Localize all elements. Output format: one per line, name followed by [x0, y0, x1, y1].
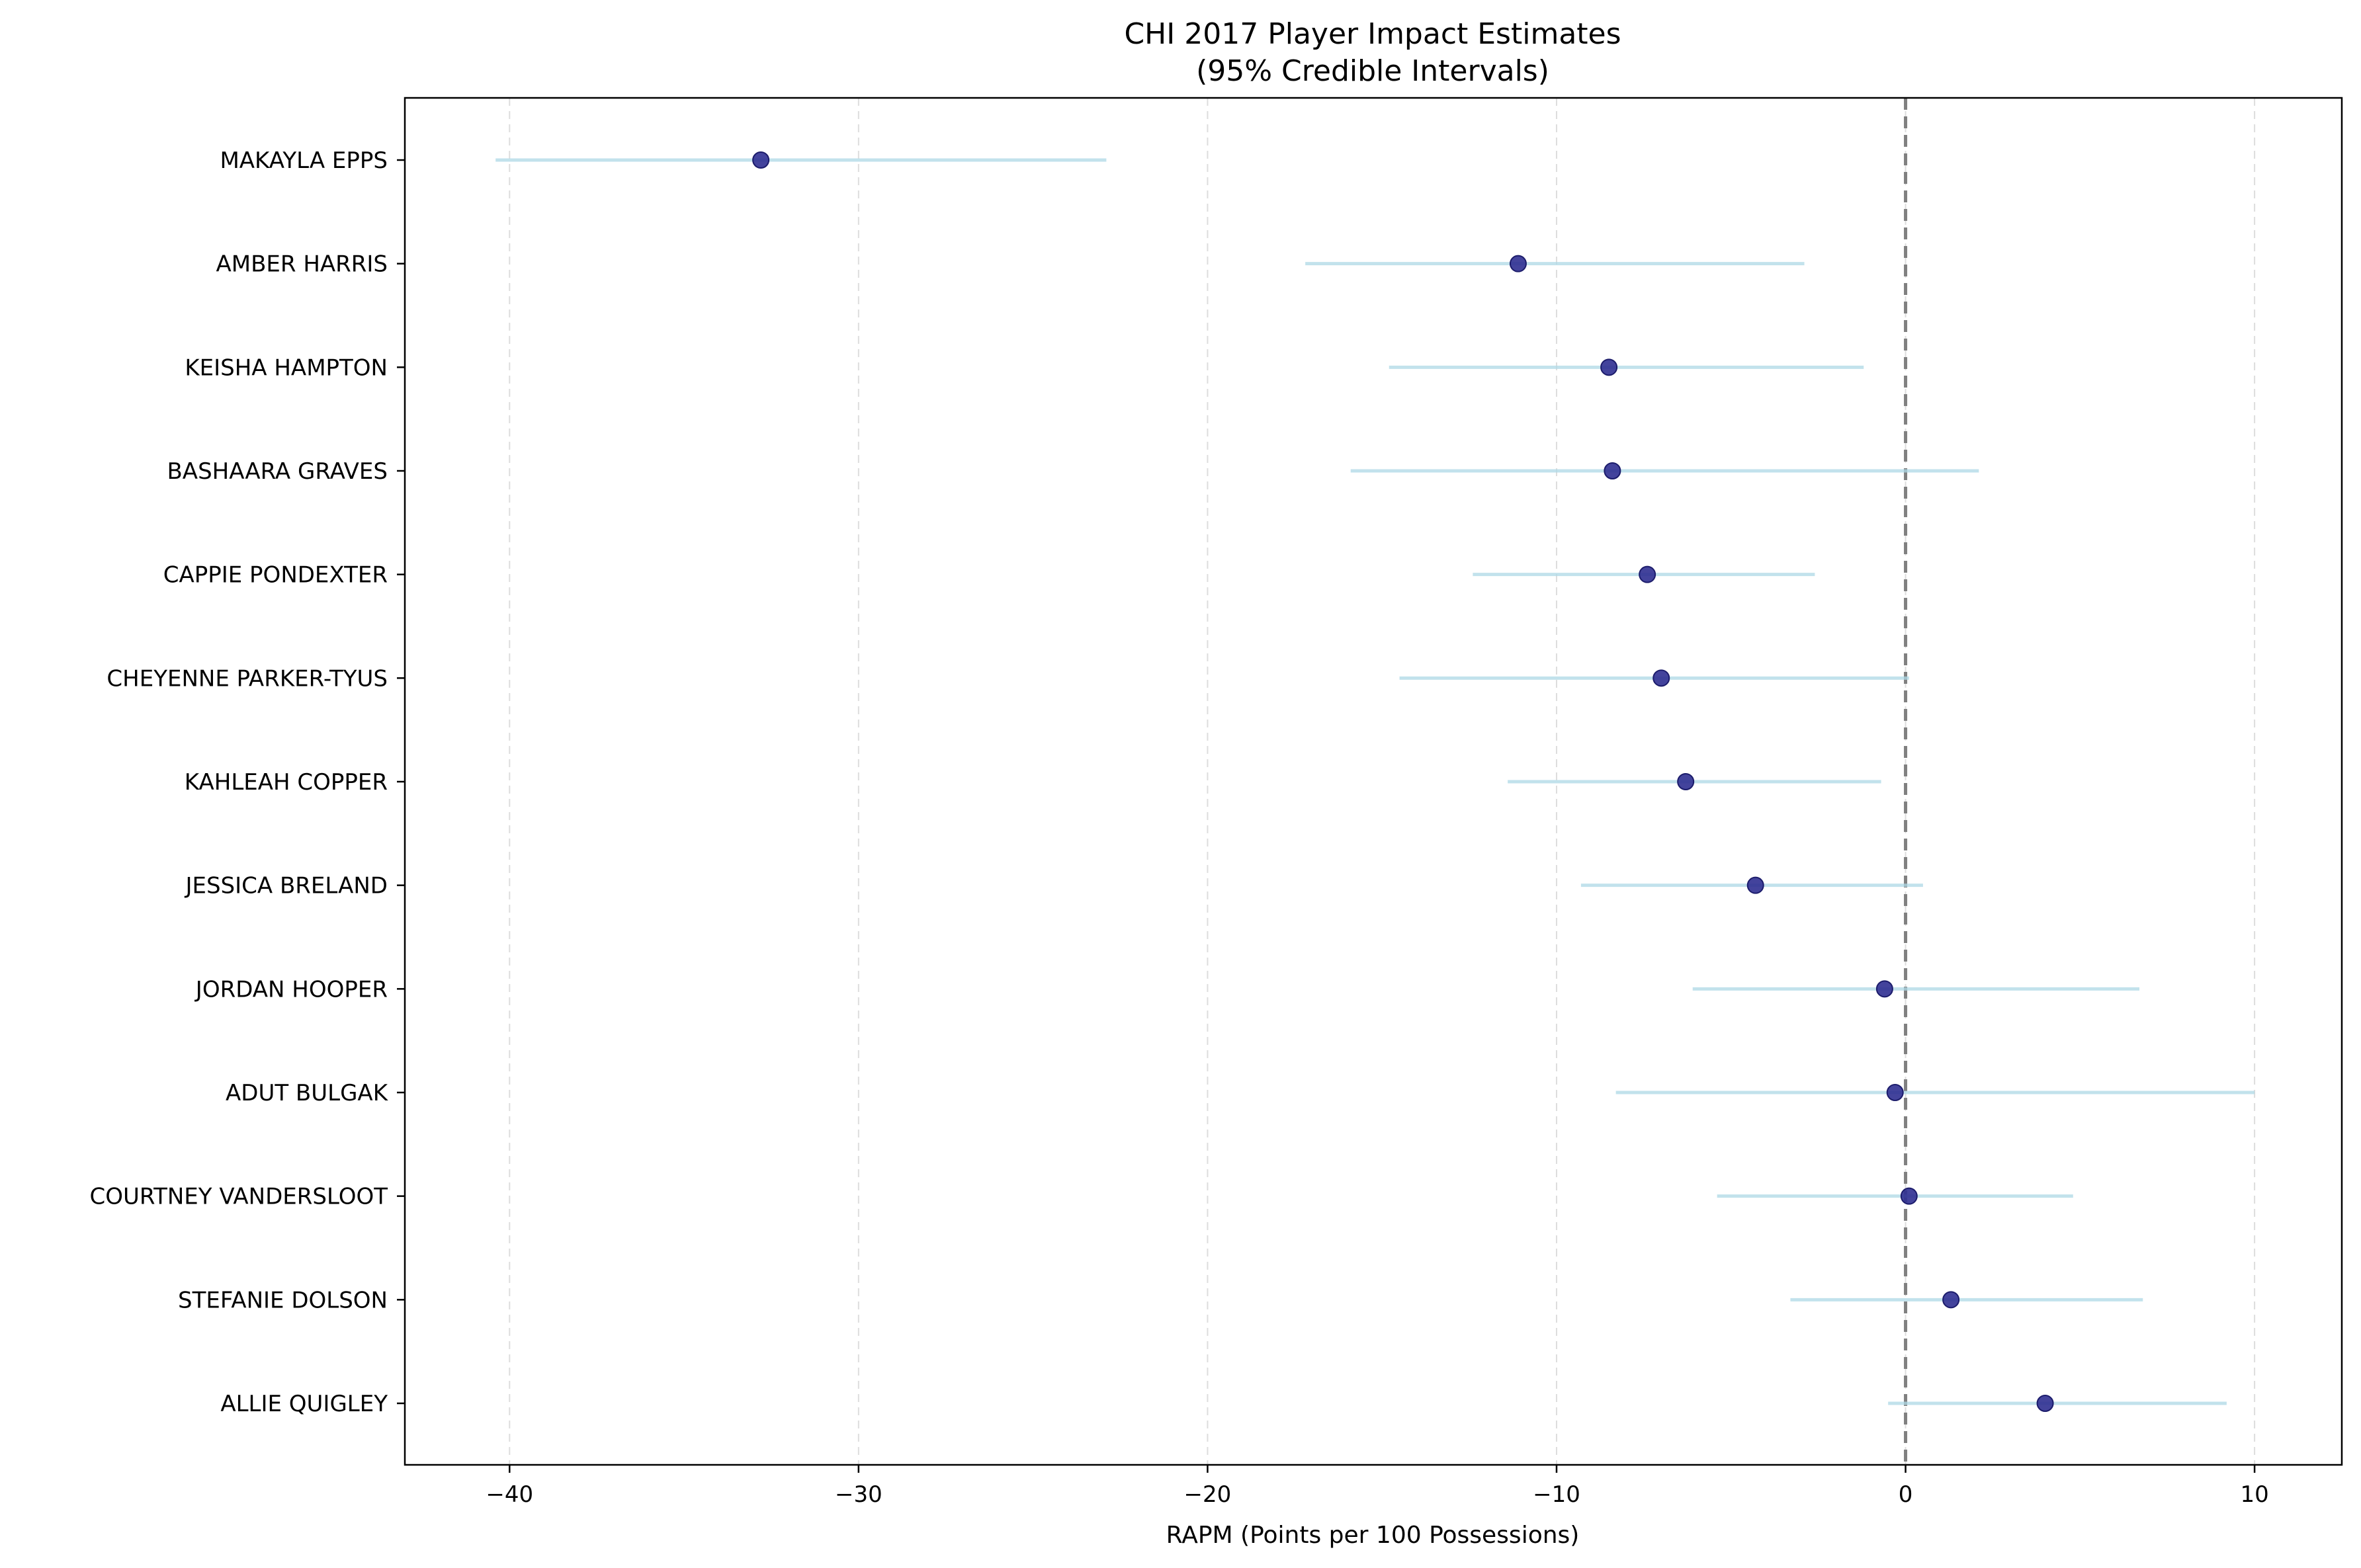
credible-intervals	[495, 158, 2255, 1405]
y-tick-label: CAPPIE PONDEXTER	[163, 562, 388, 589]
y-tick-label: COURTNEY VANDERSLOOT	[90, 1184, 388, 1210]
x-axis-title: RAPM (Points per 100 Possessions)	[1166, 1522, 1580, 1549]
y-tick-label: STEFANIE DOLSON	[178, 1287, 388, 1313]
y-tick-label: JESSICA BRELAND	[184, 873, 388, 899]
y-axis-ticks: MAKAYLA EPPS AMBER HARRIS KEISHA HAMPTON BA…	[90, 147, 405, 1417]
y-tick-label: KEISHA HAMPTON	[185, 354, 388, 381]
point-estimates	[752, 151, 2054, 1412]
estimate-point	[1886, 1084, 1904, 1101]
x-tick-label: −40	[486, 1481, 533, 1508]
y-tick-label: AMBER HARRIS	[216, 251, 388, 278]
x-grid-lines	[509, 98, 2256, 1465]
estimate-point	[752, 151, 770, 169]
estimate-point	[2036, 1395, 2054, 1412]
x-tick-label: 0	[1899, 1481, 1913, 1508]
estimate-point	[1942, 1291, 1960, 1309]
estimate-point	[1677, 773, 1695, 790]
y-tick-label: ALLIE QUIGLEY	[220, 1391, 388, 1417]
x-tick-label: −10	[1533, 1481, 1580, 1508]
estimate-point	[1746, 876, 1764, 894]
x-tick-label: −30	[835, 1481, 882, 1508]
estimate-point	[1600, 358, 1618, 376]
x-axis-ticks: −40 −30 −20 −10 0 10	[486, 1465, 2269, 1508]
y-tick-label: BASHAARA GRAVES	[167, 458, 388, 485]
estimate-point	[1639, 565, 1656, 583]
estimate-point	[1875, 980, 1893, 998]
chart-subtitle: (95% Credible Intervals)	[1196, 54, 1549, 88]
x-tick-label: 10	[2240, 1481, 2268, 1508]
estimate-point	[1900, 1187, 1918, 1205]
estimate-point	[1604, 462, 1621, 479]
y-tick-label: MAKAYLA EPPS	[220, 147, 388, 174]
y-tick-label: CHEYENNE PARKER-TYUS	[107, 665, 388, 692]
y-tick-label: KAHLEAH COPPER	[185, 769, 388, 796]
plot-area-frame	[404, 97, 2343, 1466]
chart-title: CHI 2017 Player Impact Estimates	[1124, 17, 1621, 51]
y-tick-label: ADUT BULGAK	[226, 1080, 389, 1106]
estimate-point	[1509, 255, 1527, 272]
y-tick-label: JORDAN HOOPER	[194, 976, 388, 1003]
x-tick-label: −20	[1184, 1481, 1232, 1508]
estimate-point	[1653, 669, 1670, 687]
